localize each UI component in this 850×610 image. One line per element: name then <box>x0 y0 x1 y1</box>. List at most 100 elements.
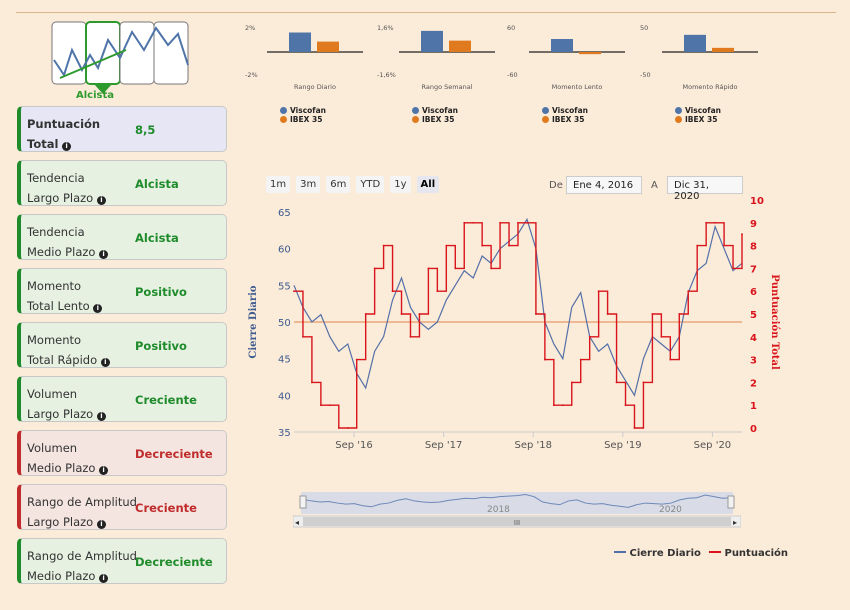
info-icon[interactable]: i <box>99 574 109 583</box>
range-button-1y[interactable]: 1y <box>390 176 411 193</box>
card-label-line2: Largo Plazo <box>27 515 94 529</box>
mini-legend: Viscofan IBEX 35 <box>675 106 721 124</box>
legend-price-label: Cierre Diario <box>629 548 701 559</box>
card-value: Positivo <box>135 339 187 353</box>
legend-dot-icon <box>280 116 287 123</box>
status-card: Volumen Largo Plazo i Creciente <box>17 376 227 422</box>
score-point <box>409 335 412 338</box>
legend-dot-icon <box>412 107 419 114</box>
mini-legend-ibex[interactable]: IBEX 35 <box>675 115 721 124</box>
navigator-window[interactable] <box>301 492 733 514</box>
y2-tick-label: 8 <box>750 242 757 253</box>
score-point <box>481 244 484 247</box>
range-button-6m[interactable]: 6m <box>326 176 351 193</box>
card-value: Creciente <box>135 393 197 407</box>
navigator[interactable]: 2018 2020 III ◂ ▸ <box>293 490 741 528</box>
score-point <box>543 358 546 361</box>
mini-chart-svg: 60 -60 Momento Lento <box>507 24 625 91</box>
score-point <box>319 404 322 407</box>
date-to-input[interactable]: Dic 31, 2020 <box>667 176 743 202</box>
info-icon[interactable]: i <box>99 250 109 259</box>
score-point <box>391 290 394 293</box>
y2-tick-label: 4 <box>750 333 757 344</box>
mini-ytick-bottom: -2% <box>245 71 258 79</box>
score-point <box>328 404 331 407</box>
info-icon[interactable]: i <box>96 196 106 205</box>
y2-tick-label: 0 <box>750 424 757 435</box>
info-icon[interactable]: i <box>62 142 72 151</box>
status-card: Volumen Medio Plazo i Decreciente <box>17 430 227 476</box>
card-value: Decreciente <box>135 555 213 569</box>
y-tick-label: 40 <box>278 391 291 402</box>
score-point <box>382 244 385 247</box>
mini-legend-label: Viscofan <box>422 106 458 115</box>
mini-chart: 2% -2% Rango Diario Viscofan IBEX 35 <box>245 20 365 130</box>
info-icon[interactable]: i <box>93 304 103 313</box>
top-divider <box>16 12 836 13</box>
navigator-year-label: 2018 <box>487 505 510 515</box>
date-from-input[interactable]: Ene 4, 2016 <box>566 176 642 194</box>
info-icon[interactable]: i <box>100 358 110 367</box>
score-point <box>346 427 349 429</box>
mini-chart-svg: 50 -50 Momento Rápido <box>640 24 758 91</box>
card-label-line2: Total Rápido <box>27 353 98 367</box>
range-button-all[interactable]: All <box>416 176 440 193</box>
mini-ytick-bottom: -50 <box>640 71 651 79</box>
score-point <box>373 267 376 270</box>
series-line-puntuacion <box>294 222 743 429</box>
mini-legend-viscofan[interactable]: Viscofan <box>412 106 458 115</box>
legend-score[interactable]: Puntuación <box>709 548 788 559</box>
legend-dot-icon <box>412 116 419 123</box>
status-card: Momento Total Lento i Positivo <box>17 268 227 314</box>
range-button-1m[interactable]: 1m <box>266 176 291 193</box>
scroll-left-icon[interactable]: ◂ <box>295 518 299 527</box>
range-button-ytd[interactable]: YTD <box>356 176 385 193</box>
mini-ytick-top: 60 <box>507 24 515 32</box>
navigator-handle-right[interactable] <box>727 495 735 509</box>
card-label-line1: Tendencia <box>27 225 85 239</box>
score-point <box>624 404 627 407</box>
mini-legend-viscofan[interactable]: Viscofan <box>542 106 588 115</box>
legend-price[interactable]: Cierre Diario <box>614 548 701 559</box>
score-point <box>311 381 313 384</box>
card-value: Positivo <box>135 285 187 299</box>
info-icon[interactable]: i <box>99 466 109 475</box>
score-point <box>355 358 358 361</box>
card-label-line2: Total Lento <box>27 299 90 313</box>
info-icon[interactable]: i <box>96 520 106 529</box>
score-point <box>337 427 340 429</box>
mini-legend-ibex[interactable]: IBEX 35 <box>412 115 458 124</box>
card-label-line2: Medio Plazo <box>27 245 96 259</box>
info-icon[interactable]: i <box>96 412 106 421</box>
score-point <box>418 313 421 315</box>
y2-tick-label: 9 <box>750 219 757 230</box>
score-point <box>714 221 717 224</box>
y-axis-title: Cierre Diario <box>248 285 259 359</box>
mini-legend: Viscofan IBEX 35 <box>412 106 458 124</box>
score-point <box>535 313 537 315</box>
mini-legend: Viscofan IBEX 35 <box>280 106 326 124</box>
x-tick-label: Sep '18 <box>514 440 552 451</box>
mini-legend-viscofan[interactable]: Viscofan <box>675 106 721 115</box>
mini-ytick-top: 2% <box>245 24 255 32</box>
y-tick-label: 60 <box>278 245 291 256</box>
card-label-line1: Momento <box>27 279 82 293</box>
status-card: Rango de Amplitud Largo Plazo i Creciente <box>17 484 227 530</box>
mini-legend-viscofan[interactable]: Viscofan <box>280 106 326 115</box>
scrollbar-thumb[interactable] <box>303 517 731 526</box>
range-selector: 1m 3m 6m YTD 1y All <box>266 176 440 193</box>
mini-legend-ibex[interactable]: IBEX 35 <box>280 115 326 124</box>
score-point <box>427 267 430 270</box>
navigator-handle-left[interactable] <box>299 495 307 509</box>
score-point <box>615 381 618 384</box>
logo-label: Alcista <box>75 90 114 101</box>
scroll-right-icon[interactable]: ▸ <box>733 518 737 527</box>
range-button-3m[interactable]: 3m <box>296 176 321 193</box>
mini-legend-ibex[interactable]: IBEX 35 <box>542 115 588 124</box>
score-point <box>579 358 582 361</box>
score-point <box>669 358 672 361</box>
x-tick-label: Sep '19 <box>604 440 642 451</box>
mini-legend-label: Viscofan <box>552 106 588 115</box>
mini-bar-viscofan <box>551 39 573 52</box>
